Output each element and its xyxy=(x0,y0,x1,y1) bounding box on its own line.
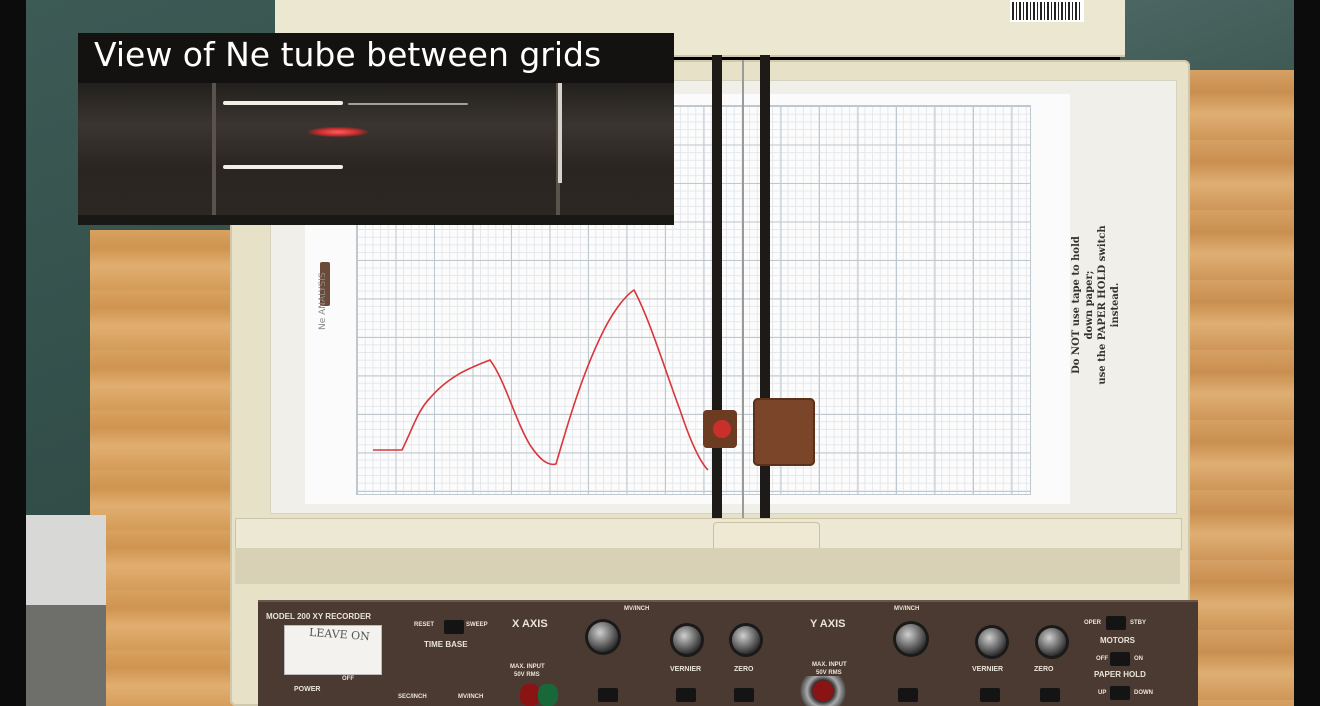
paper-hold-note-line2: use the PAPER HOLD switch instead. xyxy=(1097,225,1121,385)
mv-inch-small-label: MV/INCH xyxy=(458,694,484,700)
inset-title: View of Ne tube between grids xyxy=(94,35,602,74)
model-label: MODEL 200 XY RECORDER xyxy=(266,612,372,621)
paper-hold-note-line1: Do NOT use tape to hold down paper; xyxy=(1071,236,1095,374)
tube-electrode-post xyxy=(558,83,562,183)
pen-lift-switch[interactable] xyxy=(1110,686,1130,700)
x-input-terminal-green[interactable] xyxy=(538,684,558,706)
power-label: POWER xyxy=(294,686,321,693)
ne-tube-view xyxy=(78,83,674,225)
x-zero-knob[interactable] xyxy=(732,626,760,654)
x-zero-label: ZERO xyxy=(734,666,754,673)
x-max-input-label: MAX. INPUT xyxy=(510,664,545,670)
tube-support-left xyxy=(212,83,216,225)
y-vernier-label: VERNIER xyxy=(972,666,1004,673)
motors-switch[interactable] xyxy=(1106,616,1126,630)
y-axis-label: Y AXIS xyxy=(810,618,846,630)
x-switch-3[interactable] xyxy=(734,688,754,702)
reset-label: RESET xyxy=(414,622,435,628)
sweep-label: SWEEP xyxy=(466,622,488,628)
up-label: UP xyxy=(1098,690,1107,696)
grid-mesh xyxy=(348,103,468,105)
time-base-switch[interactable] xyxy=(444,620,464,634)
shelf xyxy=(26,515,106,610)
x-input-terminal-red[interactable] xyxy=(520,684,540,706)
plotted-trace xyxy=(373,288,709,471)
y-range-knob[interactable] xyxy=(896,624,926,654)
sec-inch-label: SEC/INCH xyxy=(398,694,427,700)
leave-on-text: LEAVE ON xyxy=(308,625,371,644)
pen-carriage xyxy=(753,398,815,466)
letterbox-right xyxy=(1294,0,1320,706)
pen-arm-rail-right xyxy=(760,55,770,525)
y-zero-knob[interactable] xyxy=(1038,628,1066,656)
down-label: DOWN xyxy=(1134,690,1153,696)
off-label: OFF xyxy=(342,676,354,682)
y-max-input-label: MAX. INPUT xyxy=(812,662,847,668)
paper-hold-label: PAPER HOLD xyxy=(1094,670,1146,679)
shelf-lower xyxy=(26,605,106,706)
paper-tab xyxy=(320,262,330,306)
y-mv-inch-label: MV/INCH xyxy=(894,606,920,612)
x-axis-label: X AXIS xyxy=(512,618,548,630)
paper-hold-switch[interactable] xyxy=(1110,652,1130,666)
pen-arm-rail-left xyxy=(712,55,722,525)
leave-on-card: LEAVE ON xyxy=(284,625,382,675)
time-base-label: TIME BASE xyxy=(424,640,468,649)
front-tray xyxy=(235,548,1180,584)
paper-hold-off-label: OFF xyxy=(1096,656,1108,662)
y-input-cable xyxy=(796,676,886,706)
x-switch-2[interactable] xyxy=(676,688,696,702)
upper-grid-wire xyxy=(223,101,343,105)
oper-label: OPER xyxy=(1084,620,1102,626)
y-switch-1[interactable] xyxy=(898,688,918,702)
x-max-input-value: 50V RMS xyxy=(514,672,540,678)
pen-tip-red xyxy=(713,420,731,438)
paper-hold-bar xyxy=(235,518,1182,550)
x-vernier-label: VERNIER xyxy=(670,666,702,673)
stby-label: STBY xyxy=(1130,620,1147,626)
pen-drive-wire xyxy=(742,60,744,520)
y-max-input-value: 50V RMS xyxy=(816,670,842,676)
lower-grid-wire xyxy=(223,165,343,169)
x-mv-inch-label: MV/INCH xyxy=(624,606,650,612)
x-switch-1[interactable] xyxy=(598,688,618,702)
ne-tube-inset: View of Ne tube between grids xyxy=(78,33,674,225)
y-vernier-knob[interactable] xyxy=(978,628,1006,656)
ne-glow xyxy=(308,127,368,137)
paper-hold-note: Do NOT use tape to hold down paper; use … xyxy=(1070,220,1122,390)
x-vernier-knob[interactable] xyxy=(673,626,701,654)
y-zero-label: ZERO xyxy=(1034,666,1054,673)
y-switch-2[interactable] xyxy=(980,688,1000,702)
control-panel: MODEL 200 XY RECORDER RESET SWEEP TIME B… xyxy=(258,600,1198,706)
y-switch-3[interactable] xyxy=(1040,688,1060,702)
inset-bottom-edge xyxy=(78,215,674,225)
letterbox-left xyxy=(0,0,26,706)
x-range-knob[interactable] xyxy=(588,622,618,652)
motors-label: MOTORS xyxy=(1100,636,1135,645)
barcode-sticker xyxy=(1010,0,1084,22)
paper-hold-on-label: ON xyxy=(1134,656,1143,662)
